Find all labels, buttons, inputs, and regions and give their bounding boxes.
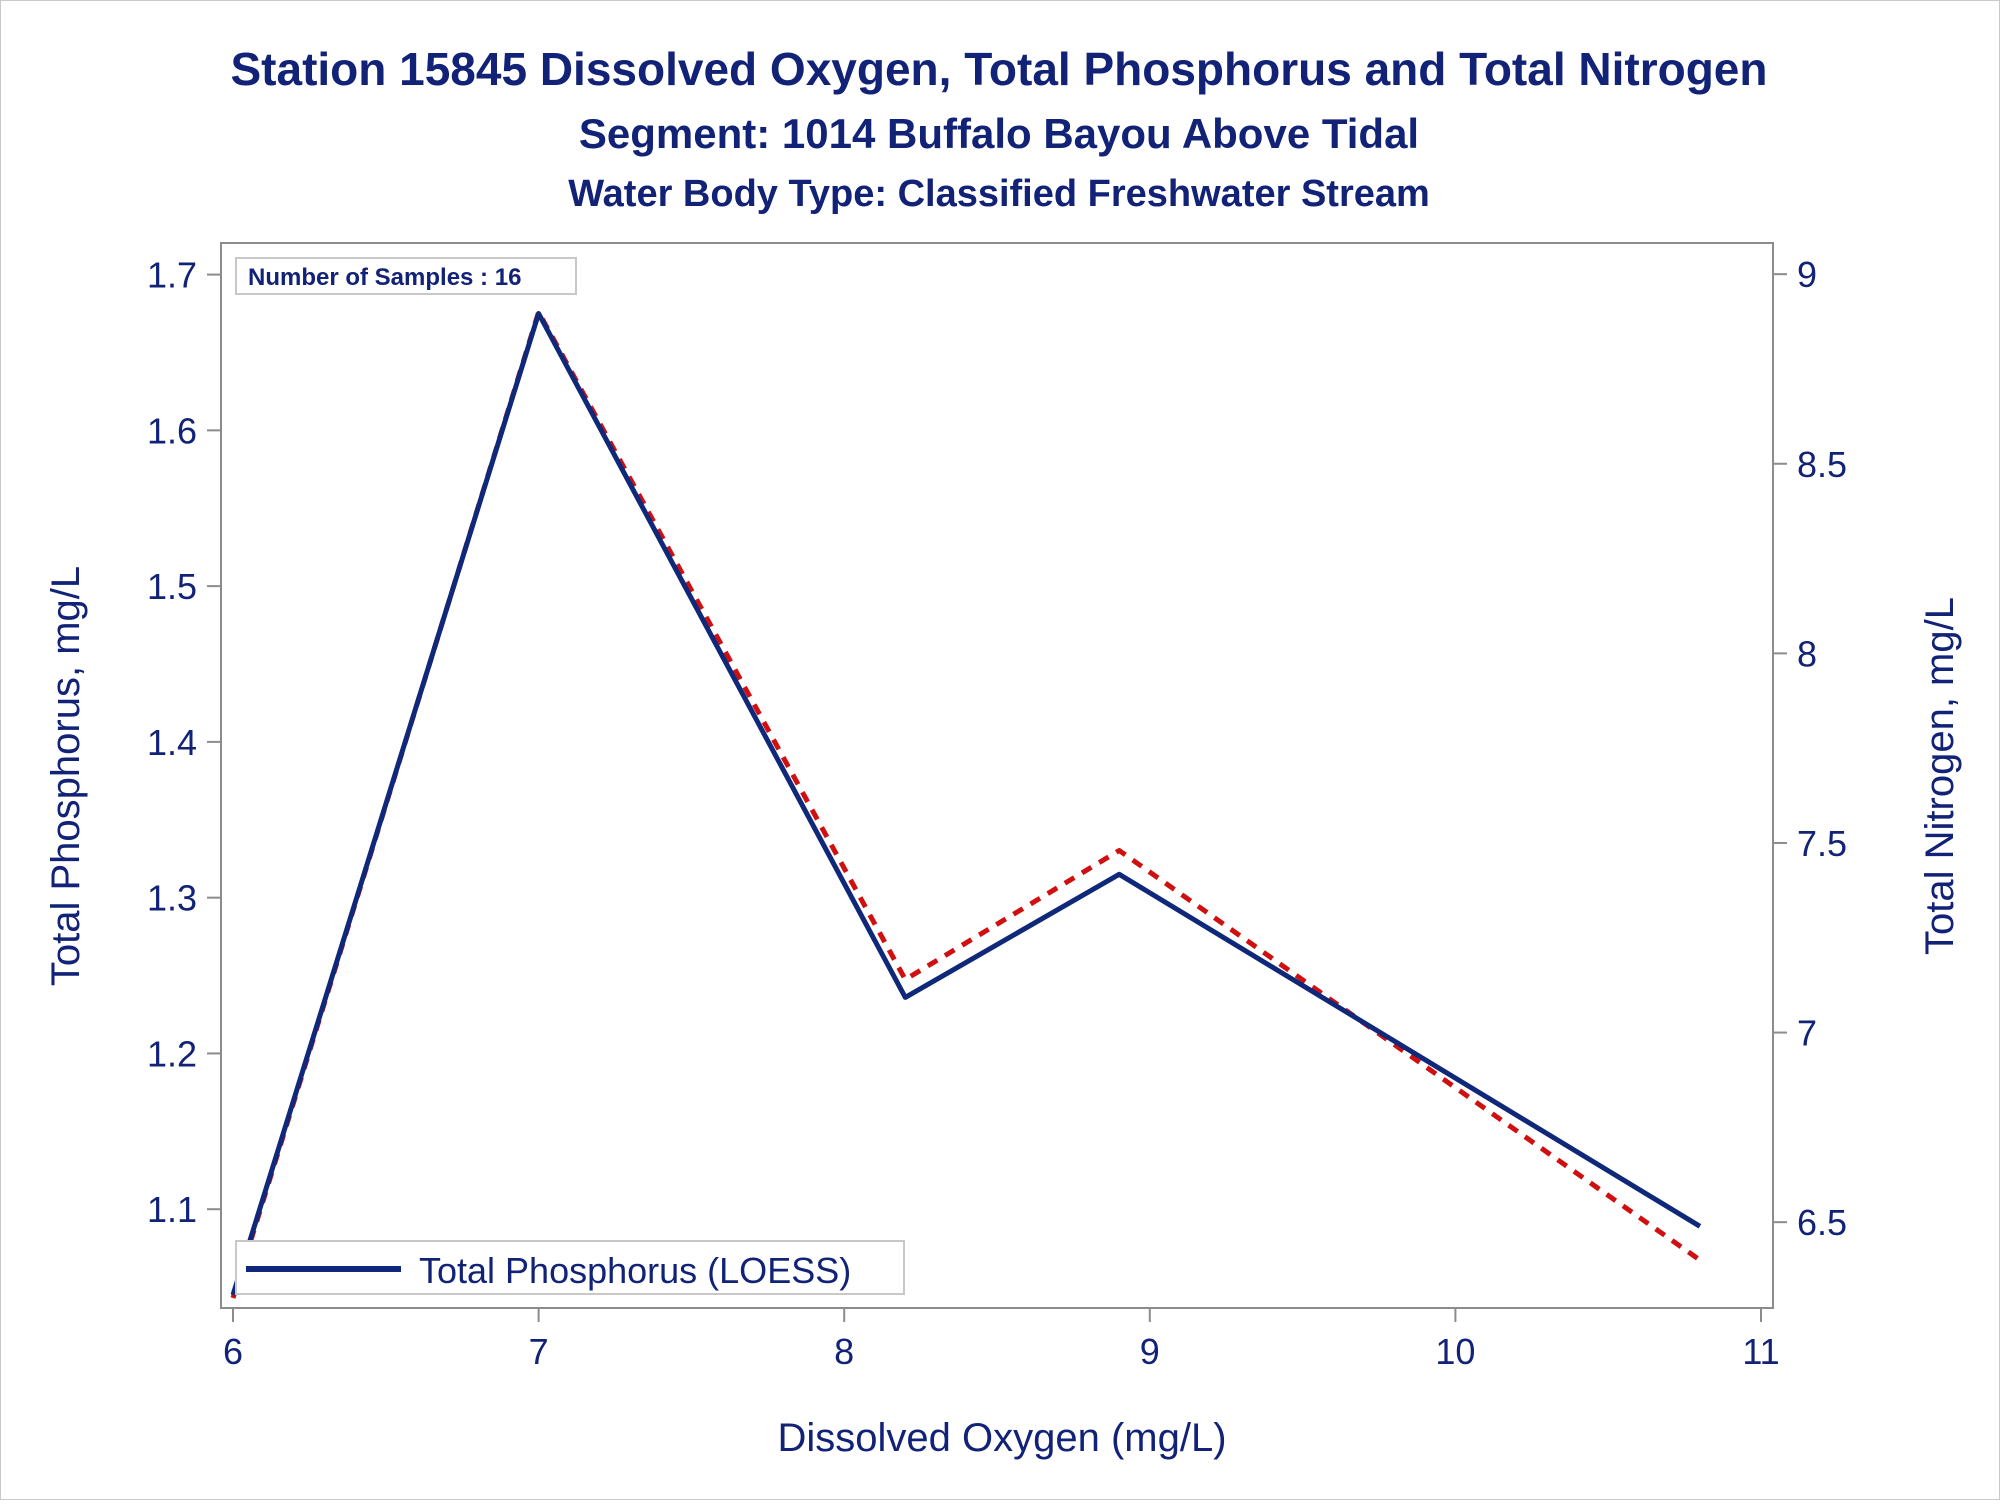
sample-count-label: Number of Samples : 16 [248, 264, 521, 291]
y-tick-label: 1.6 [147, 410, 197, 451]
y2-tick-label: 7 [1797, 1013, 1817, 1054]
y-tick-label: 1.2 [147, 1033, 197, 1074]
y2-tick-label: 8.5 [1797, 444, 1847, 485]
x-tick-label: 8 [834, 1331, 854, 1372]
sample-count-box: Number of Samples : 16 [235, 257, 577, 295]
y-tick-label: 1.4 [147, 722, 197, 763]
x-tick-label: 7 [529, 1331, 549, 1372]
x-tick-label: 11 [1742, 1331, 1779, 1372]
chart-title: Station 15845 Dissolved Oxygen, Total Ph… [230, 43, 1767, 95]
legend: Total Phosphorus (LOESS) [235, 1240, 905, 1295]
y-tick-label: 1.3 [147, 878, 197, 919]
legend-label-phosphorus: Total Phosphorus (LOESS) [419, 1250, 851, 1291]
x-tick-label: 10 [1435, 1331, 1475, 1372]
y2-axis-label: Total Nitrogen, mg/L [1918, 597, 1962, 955]
y2-tick-label: 9 [1797, 254, 1817, 295]
y2-tick-label: 8 [1797, 633, 1817, 674]
y-axis-left: 1.1 1.2 1.3 1.4 1.5 1.6 1.7 [147, 255, 221, 1230]
x-tick-label: 6 [223, 1331, 243, 1372]
y-tick-label: 1.1 [147, 1189, 197, 1230]
y2-tick-label: 6.5 [1797, 1202, 1847, 1243]
x-axis: 6 7 8 9 10 11 [223, 1308, 1780, 1372]
y2-tick-label: 7.5 [1797, 823, 1847, 864]
series-line-total-phosphorus [230, 311, 1702, 1296]
y-axis-label: Total Phosphorus, mg/L [44, 566, 88, 986]
x-tick-label: 9 [1140, 1331, 1160, 1372]
y-tick-label: 1.5 [147, 566, 197, 607]
chart-subtitle: Segment: 1014 Buffalo Bayou Above Tidal [579, 110, 1419, 157]
y-axis-right: 6.5 7 7.5 8 8.5 9 [1773, 254, 1847, 1243]
y-tick-label: 1.7 [147, 255, 197, 296]
plot-area [220, 242, 1774, 1309]
series-group [230, 309, 1702, 1299]
x-axis-label: Dissolved Oxygen (mg/L) [777, 1416, 1226, 1460]
series-line-total-nitrogen [230, 309, 1702, 1299]
chart-subtitle-2: Water Body Type: Classified Freshwater S… [568, 173, 1430, 215]
